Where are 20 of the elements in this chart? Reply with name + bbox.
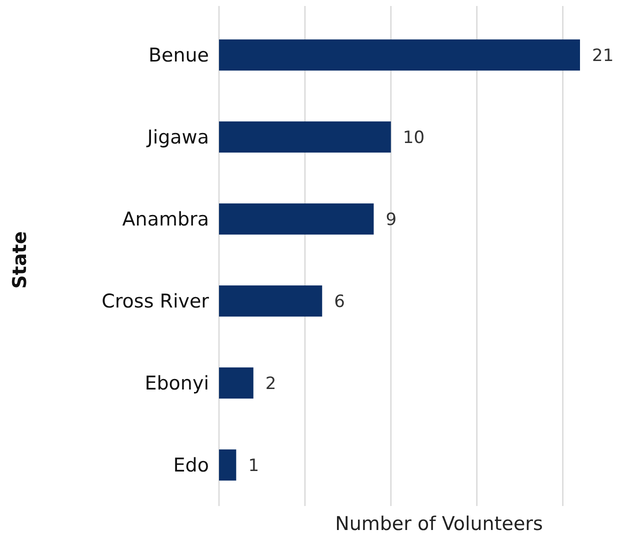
y-tick-label: Ebonyi xyxy=(144,372,209,395)
data-label: 1 xyxy=(248,456,260,476)
data-label: 2 xyxy=(265,374,276,394)
data-label: 6 xyxy=(334,292,345,312)
y-tick-label: Benue xyxy=(148,44,209,67)
bar xyxy=(219,39,580,71)
data-label: 9 xyxy=(386,210,397,230)
y-tick-label: Anambra xyxy=(122,208,209,231)
y-tick-label: Edo xyxy=(173,454,209,477)
bar xyxy=(219,449,236,481)
bar xyxy=(219,121,391,153)
data-label: 21 xyxy=(592,46,614,66)
y-tick-label: Jigawa xyxy=(146,126,209,149)
data-label: 10 xyxy=(402,128,425,148)
bar xyxy=(219,367,254,399)
x-axis-title: Number of Volunteers xyxy=(335,513,543,535)
bar xyxy=(219,203,374,235)
y-axis-title: State xyxy=(9,231,31,289)
y-tick-label: Cross River xyxy=(102,290,210,313)
bar xyxy=(219,285,322,317)
